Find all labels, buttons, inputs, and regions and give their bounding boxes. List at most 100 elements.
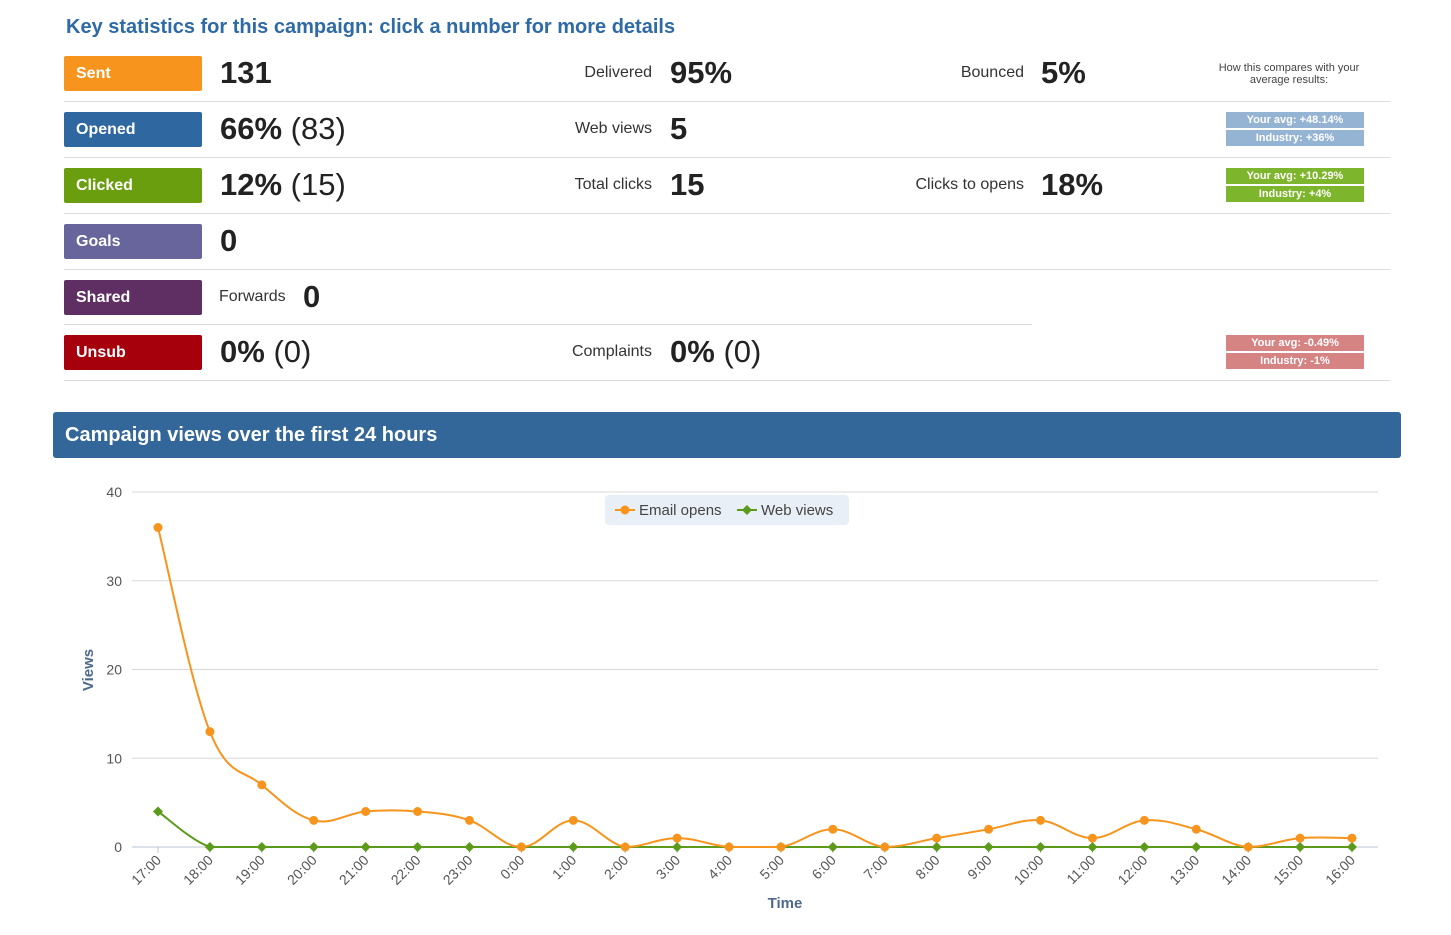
stats-row-goals: Goals 0 [64, 214, 1390, 270]
stats-row-shared: Shared Forwards 0 [64, 270, 1390, 325]
unsub-percent: 0% [220, 334, 265, 369]
web-views-point [1035, 842, 1046, 852]
web-views-point [568, 842, 579, 852]
legend-email-opens-marker [620, 505, 630, 515]
web-views-point [464, 842, 475, 852]
email-opens-point [724, 842, 734, 852]
compare-heading: How this compares with your average resu… [1218, 62, 1360, 86]
x-tick-label: 6:00 [808, 852, 839, 883]
sent-value[interactable]: 131 [220, 55, 272, 90]
y-tick-label: 40 [106, 484, 122, 500]
web-views-point [360, 842, 371, 852]
x-tick-label: 16:00 [1322, 852, 1358, 888]
clicked-value[interactable]: 12% (15) [220, 166, 346, 204]
opened-value[interactable]: 66% (83) [220, 110, 346, 148]
email-opens-point [620, 842, 630, 852]
unsub-value[interactable]: 0% (0) [220, 333, 311, 371]
complaints-count: (0) [723, 334, 762, 369]
bounced-label: Bounced [960, 64, 1024, 81]
chart-panel-title: Campaign views over the first 24 hours [53, 412, 1401, 458]
shared-badge[interactable]: Shared [64, 280, 202, 315]
stats-row-unsub: Unsub 0% (0) Complaints 0% (0) Your avg:… [64, 325, 1390, 381]
email-opens-point [257, 780, 267, 790]
web-views-point [1347, 842, 1357, 852]
series-line-web-views [157, 810, 1352, 848]
opened-badge[interactable]: Opened [64, 112, 202, 147]
email-opens-point [1036, 815, 1046, 825]
x-tick-label: 11:00 [1063, 852, 1099, 888]
x-tick-label: 10:00 [1011, 852, 1047, 888]
web-views-point [308, 842, 319, 852]
stats-heading: Key statistics for this campaign: click … [66, 16, 676, 38]
web-views-point [1087, 842, 1098, 852]
email-opens-point [568, 815, 578, 825]
web-views-point [1295, 842, 1306, 852]
y-tick-label: 20 [106, 662, 122, 678]
goals-badge[interactable]: Goals [64, 224, 202, 259]
email-opens-point [464, 815, 474, 825]
web-views-value[interactable]: 5 [670, 111, 688, 146]
web-views-point [672, 842, 683, 852]
y-tick-label: 10 [106, 750, 122, 766]
x-tick-label: 17:00 [128, 852, 164, 888]
x-tick-label: 15:00 [1270, 852, 1306, 888]
unsub-count: (0) [273, 334, 312, 369]
email-opens-point [932, 833, 942, 843]
clicked-comparison: Your avg: +10.29% Industry: +4% [1226, 168, 1364, 204]
web-views-point [931, 842, 942, 852]
key-stats-table: Sent 131 Delivered 95% Bounced 5% How th… [64, 46, 1390, 381]
clicked-badge[interactable]: Clicked [64, 168, 202, 203]
stats-row-opened: Opened 66% (83) Web views 5 Your avg: +4… [64, 102, 1390, 158]
sent-badge[interactable]: Sent [64, 56, 202, 91]
x-tick-label: 9:00 [964, 852, 995, 883]
x-tick-label: 19:00 [232, 852, 268, 888]
total-clicks-value[interactable]: 15 [670, 167, 705, 202]
email-opens-point [1139, 815, 1149, 825]
email-opens-point [1347, 833, 1357, 843]
email-opens-point [1243, 842, 1253, 852]
email-opens-point [880, 842, 890, 852]
stats-row-clicked: Clicked 12% (15) Total clicks 15 Clicks … [64, 158, 1390, 214]
y-tick-label: 30 [106, 573, 122, 589]
web-views-point [983, 842, 994, 852]
web-views-label: Web views [574, 120, 652, 137]
clicks-to-opens-label: Clicks to opens [915, 176, 1025, 193]
email-opens-point [516, 842, 526, 852]
unsub-badge[interactable]: Unsub [64, 335, 202, 370]
goals-value[interactable]: 0 [220, 223, 238, 258]
email-opens-point [205, 727, 215, 737]
x-tick-label: 7:00 [860, 852, 891, 883]
legend-web-views-marker [742, 505, 752, 515]
unsub-your-avg: Your avg: -0.49% [1226, 335, 1364, 351]
stats-row-sent: Sent 131 Delivered 95% Bounced 5% How th… [64, 46, 1390, 102]
shared-row-divider [64, 324, 1032, 325]
delivered-value[interactable]: 95% [670, 55, 733, 90]
forwards-value[interactable]: 0 [303, 279, 321, 314]
email-opens-point [309, 815, 319, 825]
email-opens-point [361, 807, 371, 816]
email-opens-point [984, 824, 994, 834]
clicked-count: (15) [290, 167, 346, 202]
x-tick-label: 5:00 [756, 852, 787, 883]
web-views-point [412, 842, 423, 852]
email-opens-point [672, 833, 682, 843]
complaints-value[interactable]: 0% (0) [670, 333, 761, 371]
email-opens-point [1295, 833, 1305, 843]
email-opens-point [1087, 833, 1097, 843]
complaints-percent: 0% [670, 334, 715, 369]
clicked-your-avg: Your avg: +10.29% [1226, 168, 1364, 184]
clicked-industry: Industry: +4% [1226, 186, 1364, 202]
views-line-chart: 0 10 20 30 40 17:00 18:00 19:00 20:00 21:00 22:00 2… [80, 484, 1378, 912]
x-tick-label: 20:00 [284, 852, 320, 888]
web-views-point [204, 842, 215, 852]
legend-web-views-label: Web views [761, 502, 833, 519]
x-tick-label: 12:00 [1114, 852, 1150, 888]
bounced-value[interactable]: 5% [1041, 55, 1086, 90]
x-tick-label: 8:00 [912, 852, 943, 883]
clicks-to-opens-value[interactable]: 18% [1041, 167, 1104, 202]
opened-industry: Industry: +36% [1226, 130, 1364, 146]
email-opens-point [1191, 824, 1201, 834]
web-views-point [256, 842, 267, 852]
email-opens-point [828, 824, 838, 834]
opened-comparison: Your avg: +48.14% Industry: +36% [1226, 112, 1364, 148]
